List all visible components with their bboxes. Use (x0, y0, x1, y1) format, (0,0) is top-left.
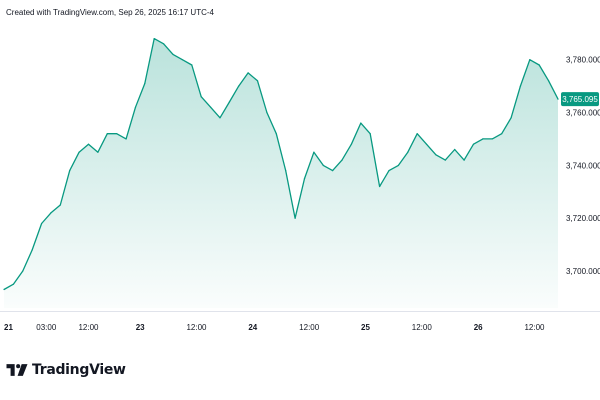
data-point (454, 148, 456, 151)
price-chart[interactable]: 3,700.000 3,720.000 3,740.000 3,760.000 3,78… (0, 0, 600, 340)
data-point (87, 143, 90, 145)
data-point (529, 59, 531, 61)
data-point (350, 143, 352, 145)
data-point (219, 117, 221, 119)
data-point (397, 164, 399, 166)
chart-caption: Created with TradingView.com, Sep 26, 20… (6, 8, 214, 17)
x-axis: 21 03:00 12:00 23 12:00 24 12:00 25 12:00 26 12:00 (4, 323, 545, 332)
tradingview-brand[interactable]: TradingView (6, 362, 126, 378)
data-point (22, 270, 24, 272)
data-point (116, 133, 118, 135)
data-point (181, 59, 183, 61)
y-tick-label: 3,700.000 (566, 267, 600, 276)
data-point (78, 151, 80, 153)
data-point (501, 133, 503, 135)
data-point (491, 138, 493, 140)
data-point (144, 82, 146, 85)
data-point (416, 133, 418, 135)
data-point (106, 133, 108, 135)
y-tick-label: 3,740.000 (566, 161, 600, 170)
data-point (548, 80, 550, 82)
last-price-badge-bg (561, 92, 599, 107)
last-price-badge: 3,765.095 (561, 92, 599, 107)
data-point (341, 159, 343, 161)
x-tick-label: 23 (136, 323, 145, 332)
data-point (425, 143, 428, 145)
data-point (519, 85, 522, 87)
data-point (557, 98, 559, 100)
x-tick-label: 03:00 (36, 323, 57, 332)
data-point (482, 138, 484, 140)
data-point (510, 117, 512, 119)
plot-area (3, 37, 559, 308)
x-tick-label: 24 (248, 323, 257, 332)
data-point (134, 106, 137, 108)
data-point (538, 64, 540, 66)
data-point (275, 133, 277, 135)
x-tick-label: 12:00 (299, 323, 320, 332)
data-point (360, 122, 362, 124)
data-point (435, 154, 437, 156)
last-price-label: 3,765.095 (562, 95, 598, 104)
data-point (31, 249, 33, 251)
x-tick-label: 12:00 (524, 323, 545, 332)
data-point (210, 106, 212, 108)
data-point (125, 138, 127, 140)
data-point (369, 133, 371, 135)
x-tick-label: 12:00 (186, 323, 207, 332)
x-tick-label: 25 (361, 323, 370, 332)
data-point (379, 185, 381, 188)
data-point (69, 170, 71, 172)
data-point (59, 204, 61, 206)
data-point (303, 178, 306, 180)
data-point (163, 43, 165, 45)
data-point (444, 159, 446, 161)
data-point (332, 170, 334, 172)
tradingview-logo-icon (6, 364, 28, 376)
data-point (172, 53, 174, 56)
data-point (153, 38, 155, 40)
x-tick-label: 26 (474, 323, 483, 332)
data-point (256, 80, 259, 82)
tradingview-wordmark: TradingView (32, 362, 126, 378)
data-point (472, 143, 475, 145)
data-point (228, 101, 230, 103)
data-point (294, 217, 296, 219)
data-point (463, 159, 465, 161)
area-fill (4, 38, 558, 308)
data-point (407, 151, 409, 153)
data-point (50, 212, 52, 214)
y-axis: 3,700.000 3,720.000 3,740.000 3,760.000 3,78… (566, 56, 600, 276)
data-point (266, 111, 268, 114)
data-point (97, 151, 99, 153)
data-point (285, 170, 287, 172)
x-tick-label: 12:00 (412, 323, 433, 332)
data-point (247, 72, 249, 74)
y-tick-label: 3,720.000 (566, 214, 600, 223)
data-point (200, 96, 202, 98)
x-tick-label: 21 (4, 323, 13, 332)
y-tick-label: 3,760.000 (566, 109, 600, 118)
data-point (388, 170, 390, 172)
x-tick-label: 12:00 (78, 323, 99, 332)
data-point (313, 151, 315, 153)
data-point (12, 283, 14, 285)
data-point (238, 85, 240, 87)
price-line (3, 37, 559, 291)
data-point (322, 164, 324, 166)
data-point (41, 222, 43, 225)
data-point (3, 288, 5, 291)
y-tick-label: 3,780.000 (566, 56, 600, 65)
data-point (191, 64, 193, 66)
